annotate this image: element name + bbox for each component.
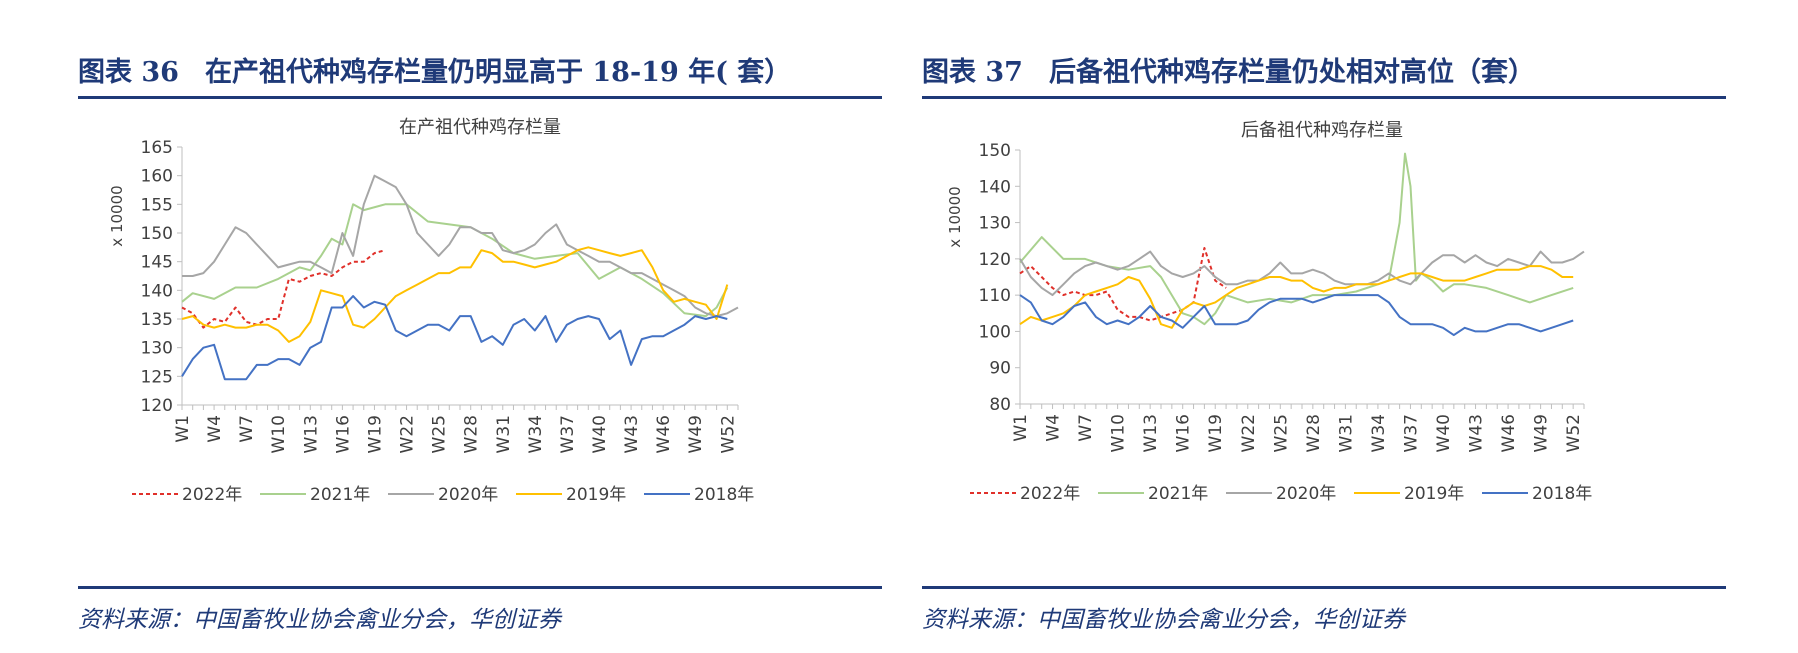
series-line-2020 (1019, 250, 1585, 297)
x-tick-label: W1 (1011, 414, 1031, 442)
source-note: 资料来源：中国畜牧业协会禽业分会，华创证券 (78, 607, 561, 633)
x-tick-label: W40 (590, 415, 610, 453)
figure-title-text: 后备祖代种鸡存栏量仍处相对高位（套） (1048, 57, 1535, 88)
legend-label: 2021年 (1148, 484, 1208, 504)
series-line-2018 (1019, 294, 1574, 337)
y-tick-label: 90 (989, 359, 1011, 379)
y-tick-label: 145 (141, 253, 173, 273)
x-tick-label: W4 (205, 415, 225, 443)
x-tick-label: W49 (686, 415, 706, 453)
y-tick-label: 155 (141, 195, 173, 215)
y-tick-label: 100 (979, 322, 1011, 342)
figure-number: 图表 36 (78, 57, 179, 88)
y-tick-label: 80 (989, 395, 1011, 415)
legend-label: 2022年 (1020, 484, 1080, 504)
source-note: 资料来源：中国畜牧业协会禽业分会，华创证券 (922, 607, 1405, 633)
source-rule (922, 586, 1726, 589)
legend-label: 2018年 (694, 485, 754, 505)
y-axis-label: x 10000 (108, 185, 126, 246)
series-line-2022 (1019, 247, 1227, 322)
x-tick-label: W7 (1076, 414, 1096, 442)
x-tick-label: W22 (1239, 414, 1259, 452)
x-tick-label: W37 (1401, 414, 1421, 452)
legend-label: 2020年 (1276, 484, 1336, 504)
x-tick-label: W16 (333, 415, 353, 453)
x-tick-label: W28 (1304, 414, 1324, 452)
x-tick-label: W43 (622, 415, 642, 453)
series-line-2019 (181, 246, 729, 343)
x-tick-label: W31 (494, 415, 514, 453)
chart-in-production-grandparent-stock: 在产祖代种鸡存栏量 x 10000 120 125 130 135 140 145 150 155… (108, 117, 754, 505)
y-tick-label: 120 (141, 396, 173, 416)
y-tick-label: 165 (141, 138, 173, 158)
x-tick-label: W19 (1206, 414, 1226, 452)
x-tick-label: W10 (1109, 414, 1129, 452)
title-rule (78, 96, 882, 99)
y-tick-label: 160 (141, 167, 173, 187)
y-tick-label: 110 (979, 286, 1011, 306)
y-tick-label: 140 (979, 177, 1011, 197)
x-tick-label: W46 (654, 415, 674, 453)
series-line-2021 (1019, 152, 1574, 326)
x-tick-label: W49 (1532, 414, 1552, 452)
figure-title: 图表 36 在产祖代种鸡存栏量仍明显高于 18-19 年( 套） (78, 50, 882, 96)
y-axis-label: x 10000 (946, 186, 964, 247)
x-tick-label: W16 (1174, 414, 1194, 452)
x-tick-label: W22 (398, 415, 418, 453)
x-tick-label: W28 (462, 415, 482, 453)
x-tick-label: W46 (1499, 414, 1519, 452)
figure-panel-36: 图表 36 在产祖代种鸡存栏量仍明显高于 18-19 年( 套） 在产祖代种鸡存栏… (78, 0, 882, 653)
x-tick-label: W43 (1467, 414, 1487, 452)
y-tick-label: 125 (141, 367, 173, 387)
figure-number: 图表 37 (922, 57, 1023, 88)
y-tick-label: 130 (979, 214, 1011, 234)
x-tick-label: W10 (269, 415, 289, 453)
x-tick-label: W34 (526, 415, 546, 453)
series-line-2022 (181, 249, 386, 329)
chart-title: 在产祖代种鸡存栏量 (399, 117, 561, 138)
chart-reserve-grandparent-stock: 后备祖代种鸡存栏量 x 10000 80 90 100 110 120 130 140 150 W1… (946, 120, 1592, 504)
legend-label: 2018年 (1532, 484, 1592, 504)
y-tick-label: 135 (141, 310, 173, 330)
x-tick-label: W37 (558, 415, 578, 453)
x-tick-label: W1 (173, 415, 193, 443)
legend-label: 2019年 (1404, 484, 1464, 504)
y-tick-label: 120 (979, 250, 1011, 270)
x-tick-label: W13 (301, 415, 321, 453)
legend-label: 2019年 (566, 485, 626, 505)
figure-title-text: 在产祖代种鸡存栏量仍明显高于 18-19 年( 套） (204, 57, 792, 88)
y-tick-label: 150 (141, 224, 173, 244)
y-tick-label: 150 (979, 141, 1011, 161)
figure-panel-37: 图表 37 后备祖代种鸡存栏量仍处相对高位（套） 后备祖代种鸡存栏量 x 10000… (922, 0, 1726, 653)
x-tick-label: W19 (365, 415, 385, 453)
x-tick-label: W4 (1044, 414, 1064, 442)
x-tick-label: W13 (1141, 414, 1161, 452)
figure-title: 图表 37 后备祖代种鸡存栏量仍处相对高位（套） (922, 50, 1726, 96)
legend-label: 2022年 (182, 485, 242, 505)
x-tick-label: W34 (1369, 414, 1389, 452)
chart-title: 后备祖代种鸡存栏量 (1241, 120, 1403, 141)
series-line-2021 (181, 203, 729, 318)
title-rule (922, 96, 1726, 99)
x-tick-label: W52 (1564, 414, 1584, 452)
legend-label: 2020年 (438, 485, 498, 505)
series-line-2019 (1019, 265, 1574, 329)
source-rule (78, 586, 882, 589)
legend-label: 2021年 (310, 485, 370, 505)
y-tick-label: 130 (141, 339, 173, 359)
x-tick-label: W25 (1271, 414, 1291, 452)
x-tick-label: W31 (1336, 414, 1356, 452)
x-tick-label: W7 (237, 415, 257, 443)
x-tick-label: W25 (430, 415, 450, 453)
x-tick-label: W40 (1434, 414, 1454, 452)
series-line-2018 (181, 295, 728, 381)
y-tick-label: 140 (141, 281, 173, 301)
x-tick-label: W52 (718, 415, 738, 453)
series-line-2020 (182, 174, 739, 318)
